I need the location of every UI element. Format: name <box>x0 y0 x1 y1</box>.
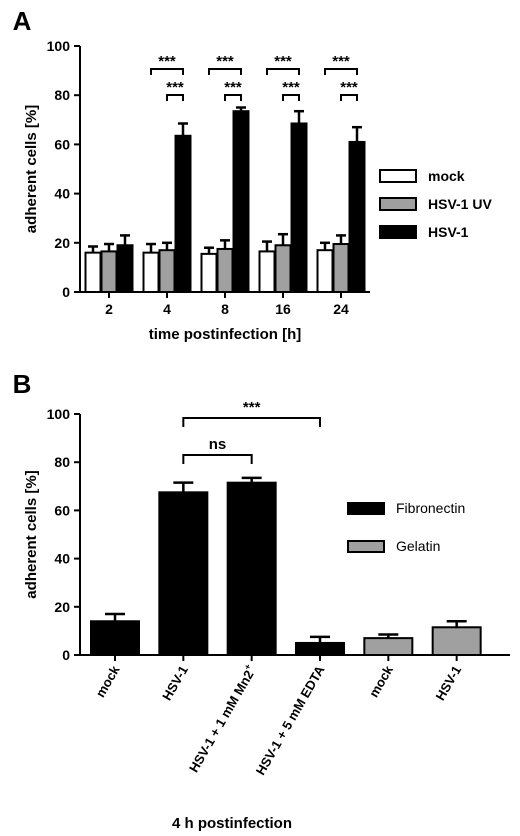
significance-label: *** <box>274 53 292 70</box>
x-tick-label: 24 <box>333 301 349 317</box>
legend-swatch <box>379 169 417 183</box>
legend-label: HSV-1 UV <box>428 196 492 212</box>
bar-fibronectin <box>226 481 277 656</box>
legend-label: HSV-1 <box>428 224 469 240</box>
legend-label: Fibronectin <box>396 500 465 516</box>
x-tick-label: mock <box>366 662 396 700</box>
y-tick-label: 20 <box>54 235 70 251</box>
bar-hsv-1 <box>232 110 250 293</box>
significance-bracket <box>166 94 184 101</box>
significance-bracket <box>182 417 321 427</box>
x-tick-label: HSV-1 + 1 mM Mn2+ <box>184 662 259 775</box>
x-axis-label: time postinfection [h] <box>149 326 302 343</box>
significance-bracket <box>182 454 253 464</box>
bar-hsv-1 <box>348 140 366 293</box>
significance-label: *** <box>166 79 184 96</box>
significance-bracket <box>340 94 358 101</box>
bar-gelatin <box>363 637 414 657</box>
y-tick-label: 100 <box>47 406 71 422</box>
x-tick-label: mock <box>93 662 123 700</box>
legend-swatch <box>347 502 385 515</box>
y-tick-label: 60 <box>54 136 70 152</box>
y-tick-label: 80 <box>54 454 70 470</box>
significance-label: *** <box>216 53 234 70</box>
y-tick-label: 40 <box>54 551 70 567</box>
legend-label: mock <box>428 168 465 184</box>
significance-bracket <box>282 94 300 101</box>
bar-hsv-1 <box>116 244 134 293</box>
x-axis-label: 4 h postinfection <box>172 815 292 832</box>
bar-gelatin <box>431 626 482 656</box>
significance-label: *** <box>332 53 350 70</box>
significance-label: *** <box>224 79 242 96</box>
x-tick-label: 2 <box>105 301 113 317</box>
panel-label: A <box>13 6 32 36</box>
y-tick-label: 0 <box>62 284 70 300</box>
significance-bracket <box>324 68 358 75</box>
x-tick-label: 16 <box>275 301 291 317</box>
bar-mock <box>142 251 160 293</box>
x-tick-label: 4 <box>163 301 171 317</box>
legend-label: Gelatin <box>396 538 440 554</box>
x-tick-label: HSV-1 + 5 mM EDTA <box>253 662 328 777</box>
y-axis-label: adherent cells [%] <box>23 105 40 233</box>
legend-swatch <box>347 540 385 553</box>
significance-bracket <box>224 94 242 101</box>
y-axis-label: adherent cells [%] <box>23 470 40 598</box>
x-tick-label: HSV-1 <box>432 663 464 703</box>
y-tick-label: 40 <box>54 186 70 202</box>
legend-swatch <box>379 225 417 239</box>
y-tick-label: 80 <box>54 87 70 103</box>
bar-hsv-1-uv <box>216 247 234 293</box>
legend-swatch <box>379 197 417 211</box>
bar-hsv-1-uv <box>158 249 176 293</box>
bar-mock <box>84 251 102 293</box>
bar-hsv-1 <box>290 122 308 293</box>
bar-mock <box>258 250 276 294</box>
significance-label: *** <box>158 53 176 70</box>
y-tick-label: 100 <box>47 38 71 54</box>
significance-bracket <box>208 68 242 75</box>
bar-fibronectin <box>90 620 140 657</box>
bar-hsv-1 <box>174 134 192 293</box>
bar-hsv-1-uv <box>274 244 292 293</box>
x-tick-label: 8 <box>221 301 229 317</box>
y-tick-label: 0 <box>62 647 70 663</box>
y-tick-label: 20 <box>54 599 70 615</box>
bar-fibronectin <box>295 641 345 657</box>
significance-label: *** <box>243 399 261 416</box>
bar-hsv-1-uv <box>332 243 350 293</box>
y-tick-label: 60 <box>54 502 70 518</box>
bar-hsv-1-uv <box>100 250 118 294</box>
x-tick-label: HSV-1 <box>159 663 191 703</box>
bar-fibronectin <box>158 491 209 657</box>
bar-mock <box>316 249 334 293</box>
significance-label: *** <box>340 79 358 96</box>
significance-bracket <box>150 68 184 75</box>
significance-label: ns <box>209 436 227 453</box>
panel-label: B <box>13 369 32 399</box>
significance-bracket <box>266 68 300 75</box>
significance-label: *** <box>282 79 300 96</box>
bar-mock <box>200 252 218 293</box>
